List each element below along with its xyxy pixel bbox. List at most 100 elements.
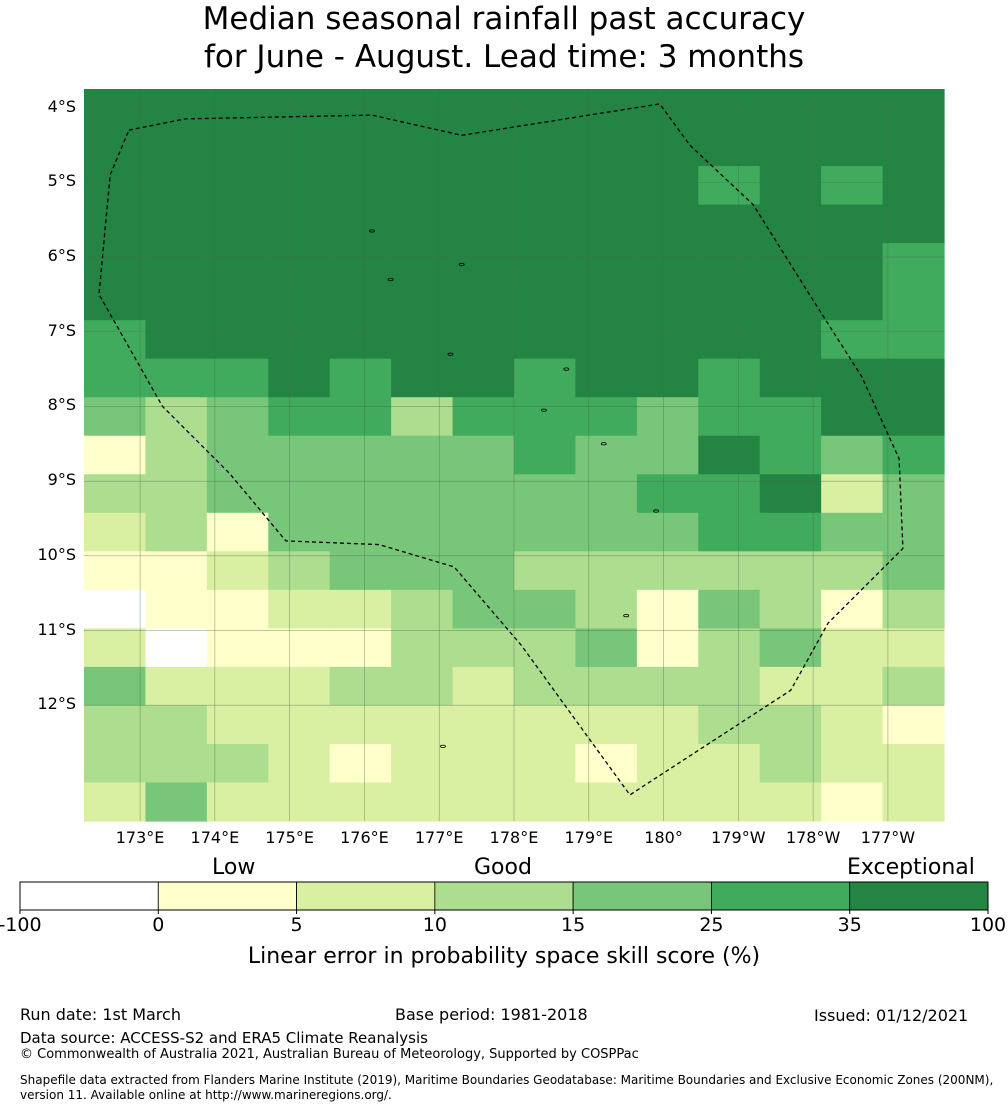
grid-cell <box>759 166 822 206</box>
grid-cell <box>206 320 269 360</box>
grid-cell <box>268 589 331 629</box>
grid-cell <box>145 782 208 822</box>
grid-cell <box>882 782 945 822</box>
grid-cell <box>575 89 638 129</box>
grid-cell <box>206 628 269 668</box>
grid-cell <box>698 551 761 591</box>
grid-cell <box>206 782 269 822</box>
grid-cell <box>206 705 269 745</box>
grid-cell <box>329 281 392 321</box>
grid-cell <box>206 666 269 707</box>
grid-cell <box>452 743 515 784</box>
grid-cell <box>84 705 147 745</box>
colorbar-segment <box>711 881 851 911</box>
shapefile-credit-line1: Shapefile data extracted from Flanders M… <box>20 1073 994 1087</box>
grid-cell <box>636 243 699 283</box>
grid-cell <box>575 397 638 437</box>
grid-cell <box>882 204 945 244</box>
grid-cell <box>206 89 269 129</box>
grid-cell <box>268 666 331 707</box>
grid-cell <box>882 512 945 552</box>
grid-cell <box>636 281 699 321</box>
grid-cell <box>84 397 147 437</box>
grid-cell <box>636 628 699 668</box>
grid-cell <box>575 628 638 668</box>
grid-cell <box>145 397 208 437</box>
longitude-label: 174°E <box>190 828 240 847</box>
grid-cell <box>759 474 822 514</box>
island <box>447 352 454 356</box>
grid-cell <box>698 782 761 822</box>
grid-cell <box>759 204 822 244</box>
grid-cell <box>759 589 822 629</box>
grid-cell <box>391 628 454 668</box>
grid-cell <box>329 628 392 668</box>
grid-cell <box>575 551 638 591</box>
grid-cell <box>452 474 515 514</box>
grid-cell <box>84 204 147 244</box>
chart-title-line1: Median seasonal rainfall past accuracy <box>202 1 806 37</box>
grid-cell <box>391 474 454 514</box>
grid-cell <box>145 474 208 514</box>
grid-cell <box>636 166 699 206</box>
grid-cell <box>452 782 515 822</box>
grid-cell <box>268 743 331 784</box>
graticule <box>84 89 944 821</box>
grid-cell <box>636 127 699 167</box>
grid-cell <box>698 320 761 360</box>
grid-cell <box>268 204 331 244</box>
grid-cell <box>145 705 208 745</box>
grid-cell <box>575 243 638 283</box>
grid-cell <box>759 512 822 552</box>
grid-cell <box>145 589 208 629</box>
latitude-label: 9°S <box>47 470 76 490</box>
grid-cell <box>391 666 454 707</box>
grid-cell <box>206 243 269 283</box>
grid-cell <box>882 628 945 668</box>
longitude-label: 177°W <box>860 828 916 847</box>
colorbar-segment <box>19 881 159 911</box>
grid-cell <box>514 127 577 167</box>
grid-cell <box>391 435 454 475</box>
grid-cell <box>514 666 577 707</box>
grid-cell <box>452 551 515 591</box>
colorbar-tick-label: 5 <box>290 914 303 936</box>
grid-cell <box>145 166 208 206</box>
grid-cell <box>821 358 884 398</box>
grid-cell <box>759 281 822 321</box>
grid-cell <box>206 358 269 398</box>
grid-cell <box>575 512 638 552</box>
grid-cell <box>84 358 147 398</box>
grid-cell <box>759 89 822 129</box>
grid-cell <box>698 127 761 167</box>
grid-cell <box>759 551 822 591</box>
grid-cell <box>145 281 208 321</box>
colorbar-tick-label: 35 <box>837 914 862 936</box>
grid-cell <box>698 743 761 784</box>
grid-cell <box>145 435 208 475</box>
grid-cell <box>329 743 392 784</box>
grid-cell <box>268 397 331 437</box>
colorbar-tick-label: 10 <box>422 914 447 936</box>
island <box>623 613 630 618</box>
grid-cell <box>759 397 822 437</box>
grid-cell <box>452 397 515 437</box>
grid-cell <box>882 397 945 437</box>
colorbar-segment <box>434 881 574 911</box>
grid-cell <box>84 474 147 514</box>
grid-cell <box>514 166 577 206</box>
category-exceptional: Exceptional <box>847 855 975 880</box>
grid-cell <box>329 551 392 591</box>
grid-cell <box>84 628 147 668</box>
grid-cell <box>636 551 699 591</box>
grid-cell <box>821 435 884 475</box>
grid-cell <box>636 204 699 244</box>
grid-cell <box>698 89 761 129</box>
base-period: Base period: 1981-2018 <box>395 1005 588 1024</box>
grid-cell <box>206 281 269 321</box>
grid-cell <box>268 281 331 321</box>
colorbar-tick-label: -100 <box>0 914 42 936</box>
grid-cell <box>698 243 761 283</box>
grid-cell <box>84 782 147 822</box>
grid-cell <box>268 435 331 475</box>
